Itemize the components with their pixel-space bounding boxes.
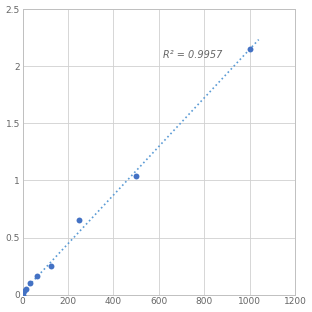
- Text: R² = 0.9957: R² = 0.9957: [163, 50, 223, 60]
- Point: [22, 289, 27, 294]
- Point: [77, 218, 82, 223]
- Point: [134, 173, 139, 178]
- Point: [49, 264, 54, 269]
- Point: [27, 281, 32, 286]
- Point: [247, 46, 252, 51]
- Point: [20, 292, 25, 297]
- Point: [24, 286, 29, 291]
- Point: [34, 274, 39, 279]
